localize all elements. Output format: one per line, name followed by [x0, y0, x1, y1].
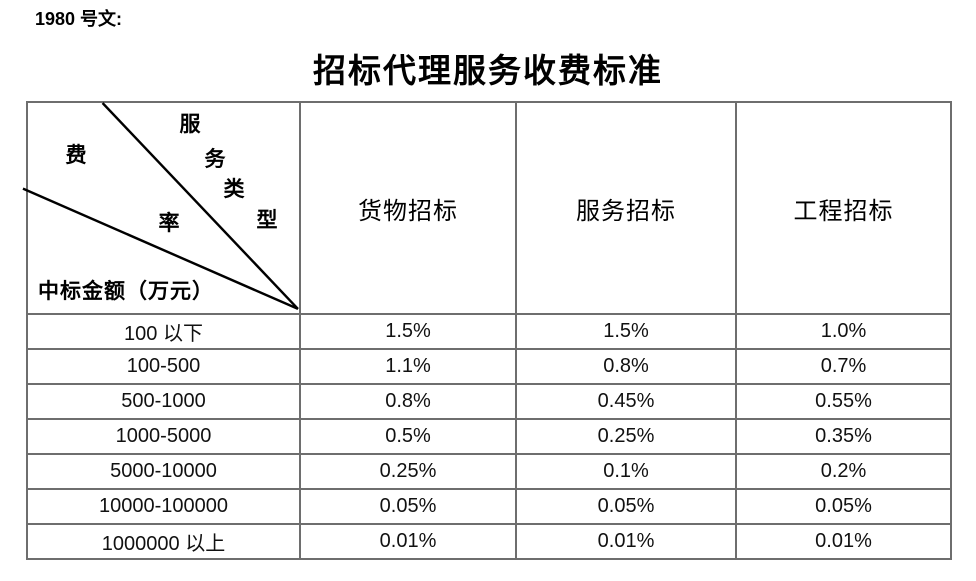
cell-value: 0.01%	[735, 523, 952, 560]
column-header-works: 工程招标	[735, 101, 952, 315]
column-header-services: 服务招标	[515, 101, 737, 315]
cell-value: 0.2%	[735, 453, 952, 490]
row-label: 1000000 以上	[26, 523, 301, 560]
cell-value: 0.01%	[515, 523, 737, 560]
cell-value: 0.05%	[735, 488, 952, 525]
cell-value: 1.0%	[735, 313, 952, 350]
cell-value: 1.1%	[299, 348, 517, 385]
diagonal-corner-inner: 服 务 类 型 费 率 中标金额（万元）	[22, 102, 299, 313]
corner-type-char-3: 类	[223, 177, 245, 201]
diagonal-corner-cell: 服 务 类 型 费 率 中标金额（万元）	[22, 101, 301, 315]
table-row: 100-500 1.1% 0.8% 0.7%	[26, 348, 952, 385]
corner-amount-label: 中标金额（万元）	[38, 279, 214, 303]
column-header-goods: 货物招标	[299, 101, 517, 315]
fee-standard-table: 服 务 类 型 费 率 中标金额（万元） 货物招标 服务招标 工程招标 100 …	[22, 101, 952, 560]
cell-value: 0.05%	[299, 488, 517, 525]
row-label: 500-1000	[26, 383, 301, 420]
row-label: 100-500	[26, 348, 301, 385]
cell-value: 0.45%	[515, 383, 737, 420]
table-row: 10000-100000 0.05% 0.05% 0.05%	[26, 488, 952, 525]
diagonal-line-lower	[22, 187, 299, 311]
cell-value: 0.25%	[299, 453, 517, 490]
table-row: 1000000 以上 0.01% 0.01% 0.01%	[26, 523, 952, 560]
cell-value: 0.01%	[299, 523, 517, 560]
table-row: 1000-5000 0.5% 0.25% 0.35%	[26, 418, 952, 455]
cell-value: 0.55%	[735, 383, 952, 420]
corner-type-char-2: 务	[204, 147, 226, 171]
cell-value: 0.1%	[515, 453, 737, 490]
cell-value: 0.05%	[515, 488, 737, 525]
cell-value: 0.25%	[515, 418, 737, 455]
row-label: 100 以下	[26, 313, 301, 350]
diagonal-line-upper	[101, 102, 299, 310]
corner-rate-char-2: 率	[158, 211, 180, 235]
row-label: 1000-5000	[26, 418, 301, 455]
row-label: 5000-10000	[26, 453, 301, 490]
cell-value: 0.5%	[299, 418, 517, 455]
cell-value: 0.35%	[735, 418, 952, 455]
table-row: 100 以下 1.5% 1.5% 1.0%	[26, 313, 952, 350]
table-row: 5000-10000 0.25% 0.1% 0.2%	[26, 453, 952, 490]
corner-rate-char-1: 费	[65, 143, 87, 167]
cell-value: 1.5%	[299, 313, 517, 350]
page-title: 招标代理服务收费标准	[313, 54, 663, 90]
cell-value: 0.8%	[299, 383, 517, 420]
cell-value: 0.8%	[515, 348, 737, 385]
doc-number: 1980 号文:	[35, 9, 123, 29]
diagonal-lines-graphic	[22, 102, 299, 311]
table-row: 500-1000 0.8% 0.45% 0.55%	[26, 383, 952, 420]
header-row: 服 务 类 型 费 率 中标金额（万元） 货物招标 服务招标 工程招标	[22, 101, 952, 315]
cell-value: 0.7%	[735, 348, 952, 385]
corner-type-char-1: 服	[179, 112, 201, 136]
cell-value: 1.5%	[515, 313, 737, 350]
row-label: 10000-100000	[26, 488, 301, 525]
corner-type-char-4: 型	[256, 208, 278, 232]
